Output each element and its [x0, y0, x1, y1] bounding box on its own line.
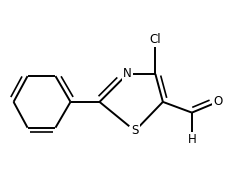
Text: S: S — [131, 124, 139, 137]
Text: N: N — [123, 67, 132, 80]
Text: O: O — [213, 95, 222, 108]
Text: Cl: Cl — [150, 33, 161, 46]
Text: H: H — [188, 133, 196, 146]
